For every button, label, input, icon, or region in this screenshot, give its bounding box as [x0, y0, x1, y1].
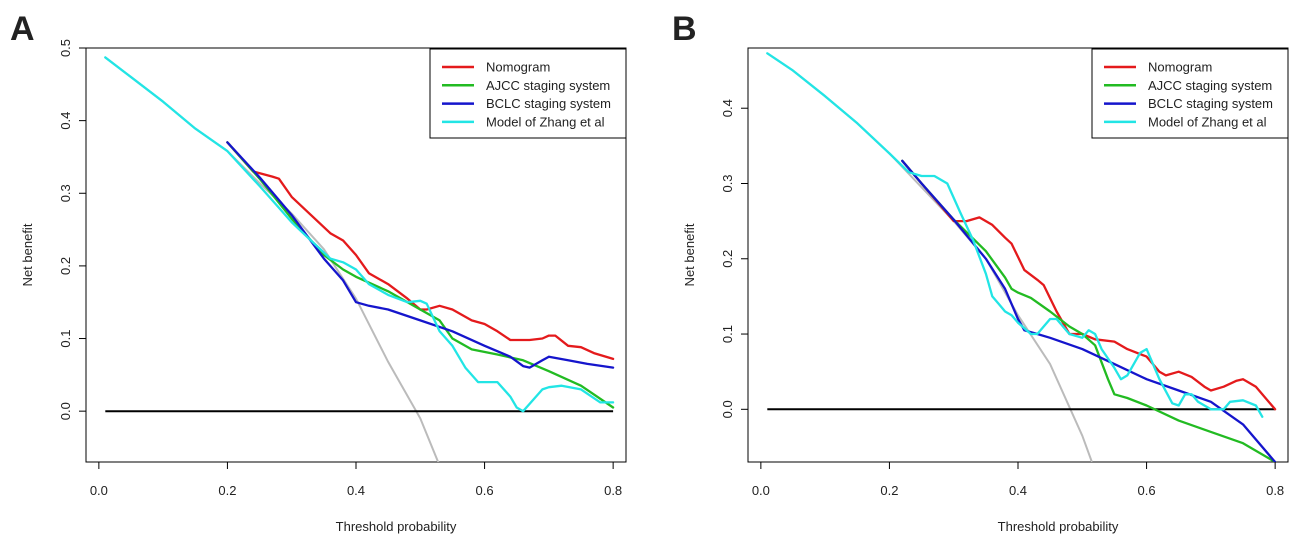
y-tick-label: 0.0	[720, 400, 735, 418]
y-tick-label: 0.4	[720, 99, 735, 117]
x-tick-label: 0.2	[218, 483, 236, 498]
y-tick-label: 0.2	[720, 250, 735, 268]
legend-entry: AJCC staging system	[486, 78, 610, 93]
series-line-ajcc-staging-system	[226, 141, 615, 409]
treat-all-line	[104, 56, 440, 462]
series-line-ajcc-staging-system	[901, 159, 1277, 462]
legend-entry: BCLC staging system	[486, 96, 611, 111]
x-tick-label: 0.6	[476, 483, 494, 498]
legend-box	[1091, 48, 1289, 139]
legend-box	[429, 48, 627, 139]
series-line-model-of-zhang-et-al	[104, 56, 615, 413]
x-tick-label: 0.4	[347, 483, 365, 498]
legend-entry: Nomogram	[1148, 60, 1212, 75]
plot-area	[104, 56, 615, 462]
series-line-nomogram	[901, 159, 1277, 411]
legend-entry: AJCC staging system	[1148, 78, 1272, 93]
y-tick-label: 0.3	[58, 184, 73, 202]
legend-entry: Nomogram	[486, 60, 550, 75]
x-tick-label: 0.6	[1138, 483, 1156, 498]
y-tick-label: 0.5	[58, 39, 73, 57]
y-tick-label: 0.4	[58, 112, 73, 130]
y-tick-label: 0.0	[58, 402, 73, 420]
series-line-nomogram	[226, 141, 615, 361]
legend: Nomogram AJCC staging system BCLC staging …	[429, 48, 627, 139]
series-line-bclc-staging-system	[226, 141, 615, 369]
y-tick-label: 0.2	[58, 257, 73, 275]
legend-entry: Model of Zhang et al	[486, 114, 605, 129]
y-axis-title: Net benefit	[20, 223, 35, 286]
x-tick-label: 0.8	[604, 483, 622, 498]
series-line-bclc-staging-system	[901, 159, 1277, 462]
series-line-model-of-zhang-et-al	[766, 52, 1264, 418]
y-axis-title: Net benefit	[682, 223, 697, 286]
x-tick-label: 0.0	[90, 483, 108, 498]
y-tick-label: 0.1	[720, 325, 735, 343]
y-tick-label: 0.3	[720, 174, 735, 192]
legend: Nomogram AJCC staging system BCLC staging …	[1091, 48, 1289, 139]
x-tick-label: 0.4	[1009, 483, 1027, 498]
x-axis-title: Threshold probability	[336, 519, 457, 534]
x-axis-title: Threshold probability	[998, 519, 1119, 534]
legend-entry: Model of Zhang et al	[1148, 114, 1267, 129]
panel-label-a: A	[10, 10, 35, 48]
plot-area	[766, 52, 1277, 462]
chart-panel-a: 0.0 0.2 0.4 0.6 0.8 0.0 0.1 0.2 0.3 0.4 0.5 Thresho…	[20, 39, 627, 534]
panel-label-b: B	[672, 10, 697, 48]
legend-entry: BCLC staging system	[1148, 96, 1273, 111]
chart-panel-b: 0.0 0.2 0.4 0.6 0.8 0.0 0.1 0.2 0.3 0.4 Threshold …	[682, 47, 1289, 534]
x-tick-label: 0.2	[880, 483, 898, 498]
treat-all-line	[766, 52, 1093, 462]
x-tick-label: 0.0	[752, 483, 770, 498]
y-tick-label: 0.1	[58, 329, 73, 347]
x-tick-label: 0.8	[1266, 483, 1284, 498]
